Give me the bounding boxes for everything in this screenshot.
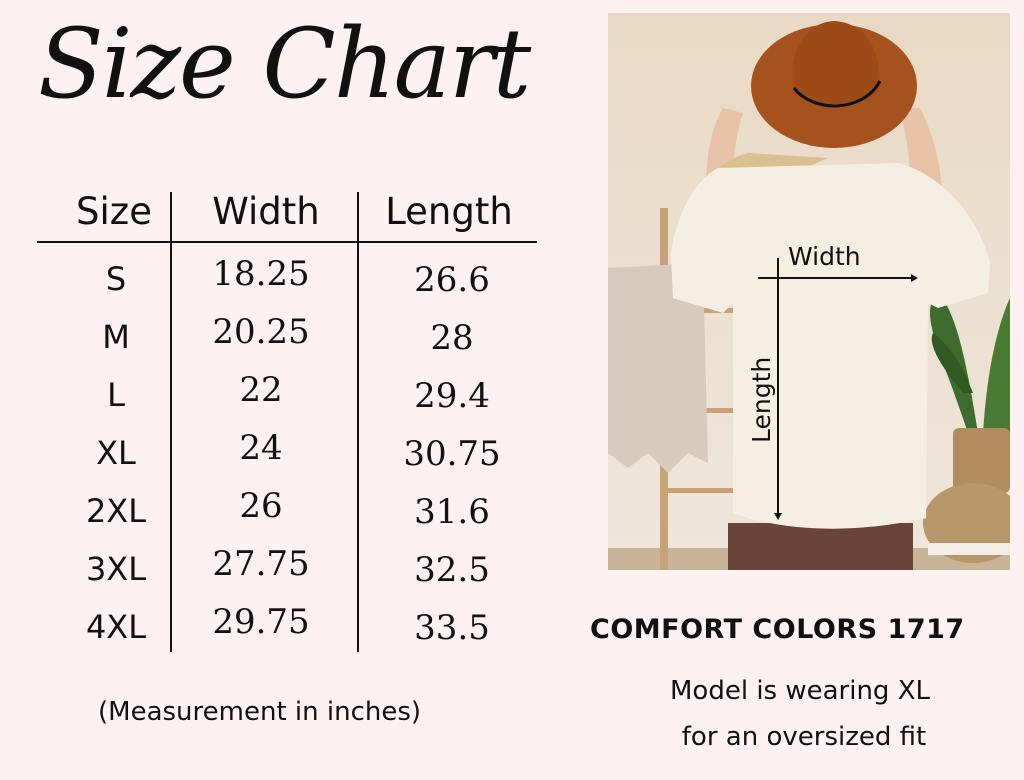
header-size: Size (76, 190, 152, 233)
size-cell: M (102, 318, 130, 356)
length-cell: 28 (430, 318, 474, 358)
width-label: Width (788, 242, 861, 271)
size-cell: 4XL (85, 608, 147, 646)
column-divider (170, 192, 172, 652)
header-width: Width (212, 190, 320, 233)
column-divider (357, 192, 359, 652)
length-label: Length (747, 357, 776, 443)
width-cell: 18.25 (212, 254, 310, 294)
model-note-line2: for an oversized fit (681, 722, 927, 752)
width-cell: 20.25 (212, 312, 310, 352)
model-photo: Width Length (608, 13, 1010, 570)
header-length: Length (385, 190, 513, 233)
size-cell: L (107, 376, 125, 414)
width-cell: 27.75 (212, 544, 310, 584)
length-cell: 26.6 (414, 260, 490, 300)
width-cell: 24 (239, 428, 283, 468)
header-divider (37, 241, 537, 243)
length-cell: 30.75 (403, 434, 501, 474)
width-cell: 26 (239, 486, 283, 526)
size-cell: 2XL (85, 492, 147, 530)
size-cell: S (105, 260, 127, 298)
model-note-line1: Model is wearing XL (669, 676, 930, 706)
length-cell: 29.4 (414, 376, 490, 416)
width-cell: 29.75 (212, 602, 310, 642)
measurement-note: (Measurement in inches) (98, 697, 422, 727)
page-title: Size Chart (38, 8, 531, 120)
size-cell: 3XL (85, 550, 147, 588)
length-cell: 33.5 (414, 608, 490, 648)
length-cell: 32.5 (414, 550, 490, 590)
size-cell: XL (96, 434, 136, 472)
width-cell: 22 (239, 370, 283, 410)
brand-label: COMFORT COLORS 1717 (590, 614, 965, 645)
length-cell: 31.6 (414, 492, 490, 532)
